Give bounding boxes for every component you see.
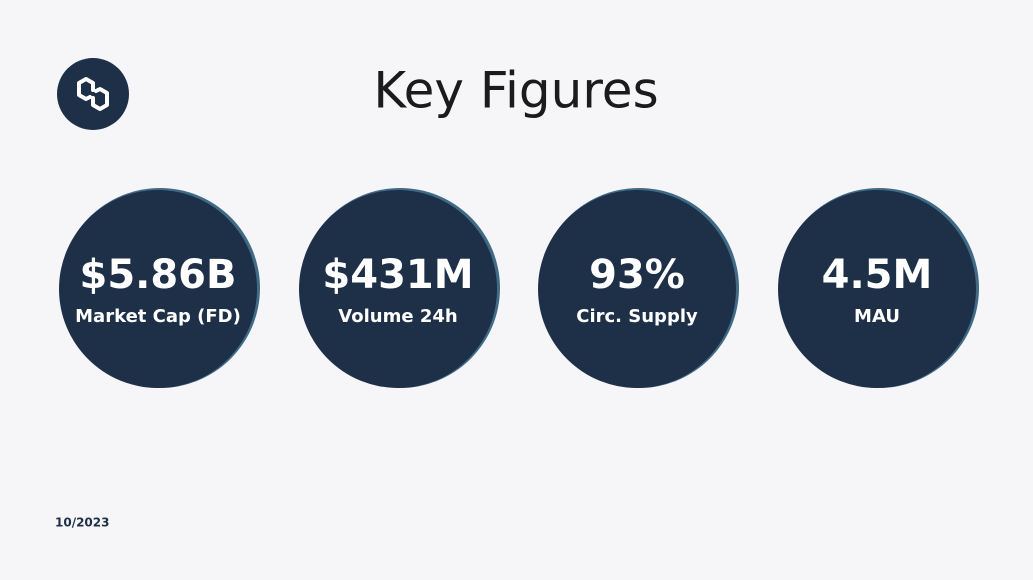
figure-label: Volume 24h — [338, 306, 457, 327]
logo-icon — [77, 77, 109, 111]
figure-label: Market Cap (FD) — [75, 306, 241, 327]
date: 10/2023 — [55, 516, 109, 530]
title: Key Figures — [373, 62, 658, 120]
logo-circle — [57, 58, 129, 130]
figure-label: Circ. Supply — [576, 306, 698, 327]
figure-circle — [778, 190, 976, 388]
figure-label: MAU — [854, 306, 900, 327]
logo — [57, 58, 129, 130]
figure-circle — [538, 190, 736, 388]
figure-circle — [299, 190, 497, 388]
figure-value: $5.86B — [79, 252, 236, 298]
figures: $5.86B Market Cap (FD) $431M Volume 24h 93% C… — [59, 188, 979, 388]
figure-value: 4.5M — [822, 252, 933, 298]
figure-circle — [59, 190, 257, 388]
figure-value: 93% — [589, 252, 685, 298]
figure-value: $431M — [322, 252, 473, 298]
